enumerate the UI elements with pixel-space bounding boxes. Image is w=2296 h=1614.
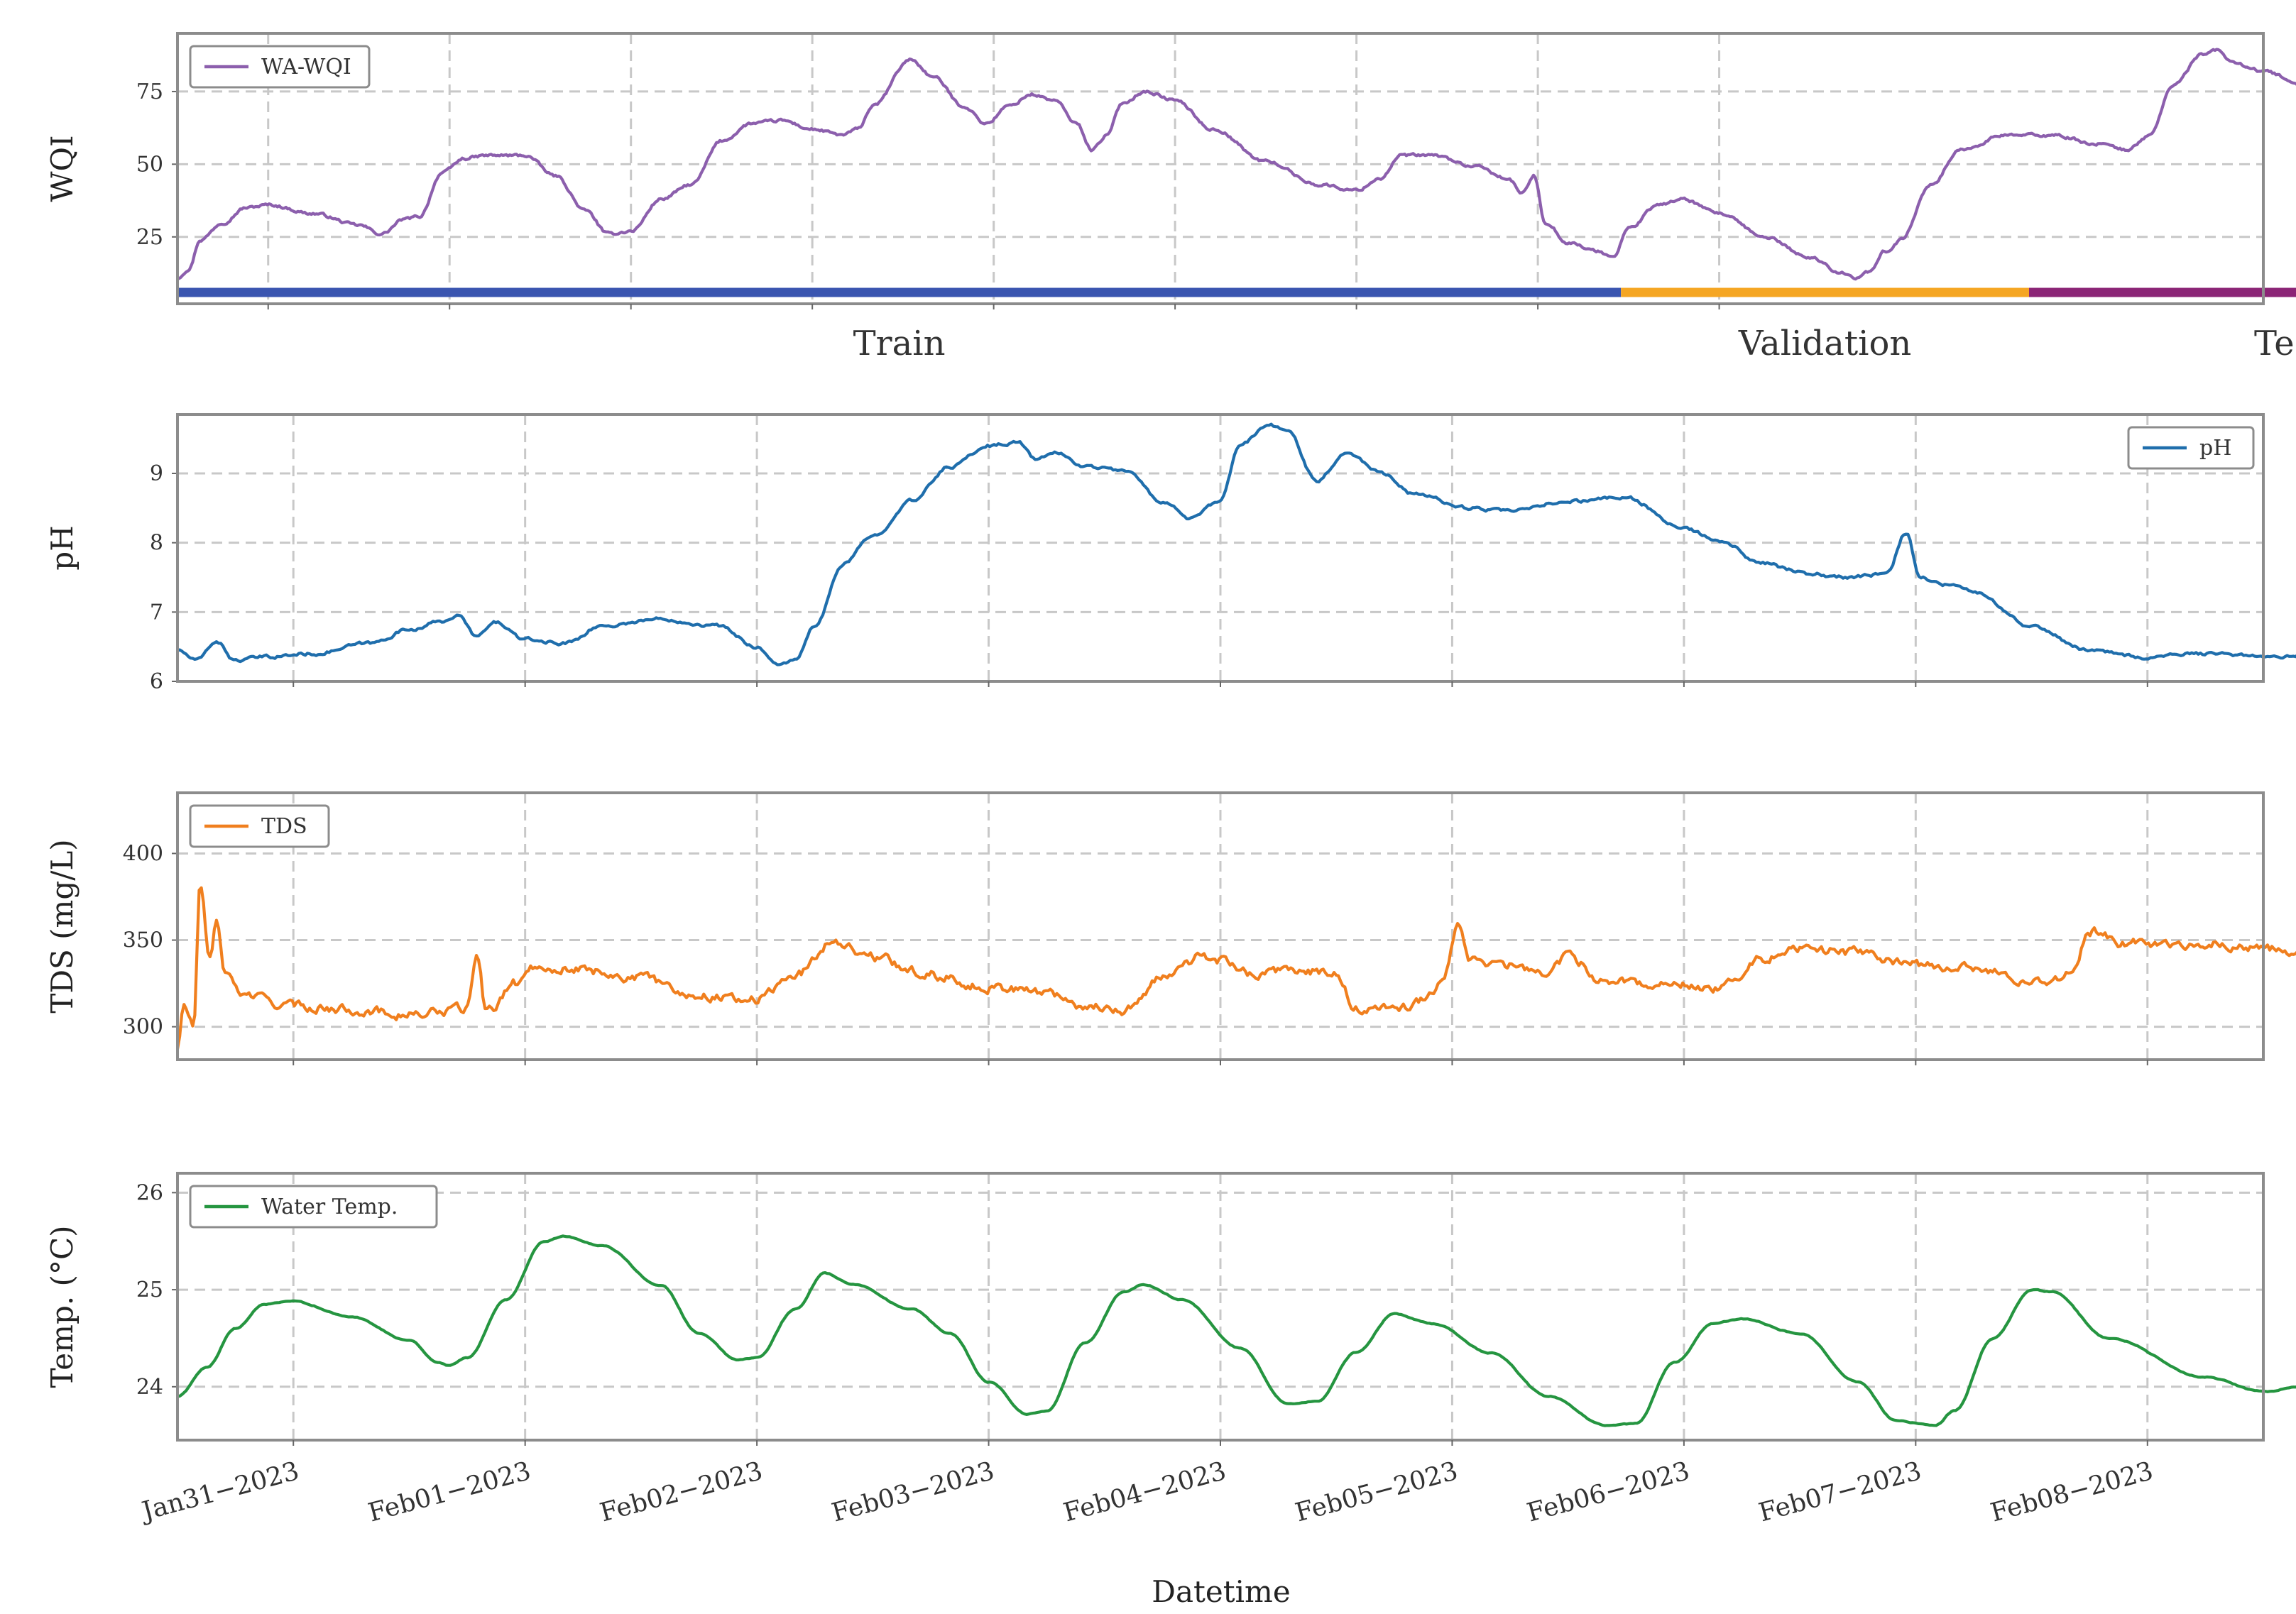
- x-tick-label: Feb08−2023: [1988, 1456, 2157, 1527]
- y-tick-label: 9: [150, 461, 163, 486]
- y-axis-label: pH: [45, 525, 80, 571]
- chart-panels: 25 50 75 Train Validation Test WQI WA-WQI 6 7 8 9 pH…: [45, 32, 2296, 1446]
- x-tick-label: Feb07−2023: [1756, 1456, 1925, 1527]
- legend: Water Temp.: [189, 1185, 438, 1229]
- split-label: Validation: [1738, 324, 1911, 363]
- x-tick-label: Jan31−2023: [136, 1456, 302, 1527]
- y-tick-label: 8: [150, 531, 163, 556]
- legend-box: [189, 1185, 438, 1229]
- y-tick-label: 26: [136, 1180, 163, 1205]
- y-tick-label: 7: [150, 600, 163, 625]
- y-tick-label: 6: [150, 669, 163, 694]
- x-tick-label: Feb06−2023: [1524, 1456, 1693, 1527]
- legend-box: [189, 45, 371, 89]
- y-tick-label: 75: [136, 79, 163, 104]
- plot-frame: [176, 32, 2265, 305]
- split-label: Train: [853, 324, 946, 363]
- panel-4: 24 25 26 Temp. (°C) Water Temp.: [45, 1172, 2296, 1446]
- split-label: Test: [2254, 324, 2296, 363]
- legend: WA-WQI: [189, 45, 371, 89]
- series-line: [177, 422, 2296, 666]
- y-tick-label: 25: [136, 1278, 163, 1302]
- y-tick-label: 350: [123, 928, 163, 953]
- panel-3: 300 350 400 TDS (mg/L) TDS: [45, 791, 2296, 1065]
- x-tick-label: Feb05−2023: [1292, 1456, 1461, 1527]
- y-axis-label: TDS (mg/L): [45, 839, 80, 1013]
- series-line: [177, 1234, 2296, 1427]
- legend: TDS: [189, 804, 330, 848]
- y-tick-label: 50: [136, 152, 163, 177]
- x-tick-label: Feb01−2023: [365, 1456, 534, 1527]
- x-axis-label: Datetime: [1152, 1574, 1290, 1609]
- y-tick-label: 24: [136, 1375, 163, 1400]
- x-axis: Jan31−2023 Feb01−2023 Feb02−2023 Feb03−2023…: [136, 1456, 2156, 1527]
- panel-2: 6 7 8 9 pH pH: [45, 413, 2296, 694]
- series-line: [175, 886, 2296, 1050]
- series-line: [177, 48, 2296, 281]
- y-tick-label: 400: [123, 841, 163, 866]
- legend-box: [2127, 426, 2255, 470]
- legend-label: pH: [2199, 436, 2231, 461]
- legend-label: Water Temp.: [261, 1195, 398, 1219]
- y-axis-label: Temp. (°C): [45, 1226, 80, 1388]
- legend-box: [189, 804, 330, 848]
- legend: pH: [2127, 426, 2255, 470]
- x-tick-label: Feb04−2023: [1061, 1456, 1230, 1527]
- y-tick-label: 25: [136, 225, 163, 250]
- y-tick-label: 300: [123, 1015, 163, 1040]
- y-axis-label: WQI: [45, 135, 80, 202]
- x-tick-label: Feb03−2023: [829, 1456, 997, 1527]
- panel-1: 25 50 75 Train Validation Test WQI WA-WQI: [45, 32, 2296, 363]
- x-tick-label: Feb02−2023: [597, 1456, 766, 1527]
- legend-label: TDS: [261, 814, 307, 839]
- legend-label: WA-WQI: [261, 55, 351, 79]
